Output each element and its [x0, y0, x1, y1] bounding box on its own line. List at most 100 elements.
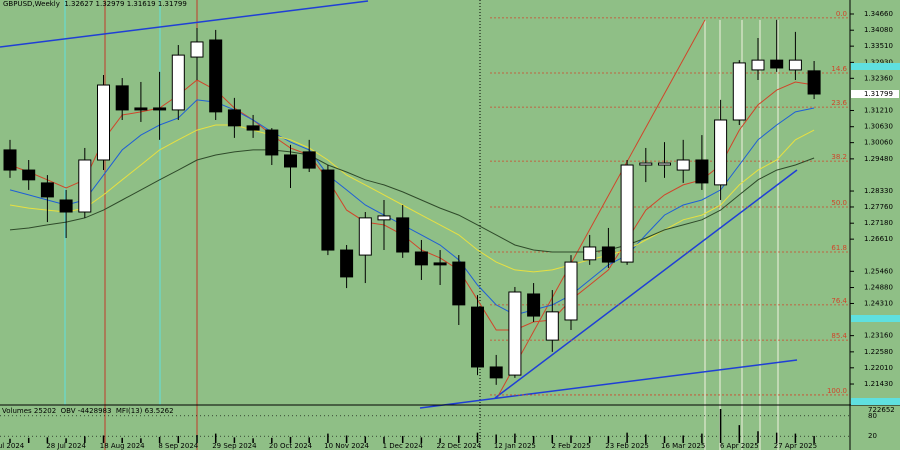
x-tick-label: 29 Sep 2024 — [212, 442, 257, 450]
price-highlight — [851, 315, 900, 322]
mfi-tick-label: 80 — [868, 412, 877, 420]
candle-body — [3, 149, 17, 171]
candle-body — [807, 70, 821, 95]
candle-body — [115, 85, 129, 111]
candle-body — [545, 311, 559, 341]
y-tick-label: 1.28330 — [864, 187, 893, 195]
candle-body — [788, 59, 802, 71]
x-tick-label: 12 Jan 2025 — [494, 442, 536, 450]
candle-body — [59, 199, 73, 213]
candle-body — [97, 84, 110, 161]
x-tick-label: 22 Dec 2024 — [436, 442, 481, 450]
x-tick-label: 27 Apr 2025 — [774, 442, 817, 450]
candle-body — [209, 39, 223, 113]
x-tick-label: 8 Sep 2024 — [158, 442, 198, 450]
plot-area: 1.34660 1.34080 1.33510 1.32930 1.32360 1.312… — [0, 10, 899, 450]
price-highlight — [851, 398, 900, 405]
x-tick-label: 18 Aug 2024 — [100, 442, 145, 450]
y-tick-label: 1.24310 — [864, 299, 893, 307]
candle-body — [227, 109, 241, 127]
trend-line — [0, 0, 369, 48]
x-tick-label: 6 Apr 2025 — [720, 442, 759, 450]
y-tick-label: 1.22010 — [864, 364, 893, 372]
x-tick-label: 20 Oct 2024 — [269, 442, 313, 450]
moving-average — [9, 124, 815, 273]
candle-body — [377, 215, 391, 221]
moving-average — [9, 99, 815, 316]
fib-label: 38.2 — [831, 153, 847, 161]
candle-body — [190, 41, 204, 58]
trend-line — [419, 359, 798, 409]
candle-body — [583, 246, 597, 261]
candle-body — [620, 164, 634, 263]
candle-body — [321, 169, 335, 251]
y-tick-label: 1.26610 — [864, 235, 893, 243]
candle-body — [508, 291, 522, 376]
candle-body — [471, 306, 484, 368]
candle-body — [22, 169, 36, 181]
volume-max-label: 722652 — [868, 406, 895, 414]
fib-label: 23.6 — [831, 99, 847, 107]
y-tick-label: 1.22580 — [864, 348, 893, 356]
fib-label: 85.4 — [831, 332, 847, 340]
candle-body — [751, 59, 765, 71]
candle-body — [358, 217, 372, 256]
x-tick-label: 23 Feb 2025 — [605, 442, 649, 450]
candle-body — [134, 107, 148, 111]
candle-body — [676, 159, 690, 171]
candle-body — [452, 261, 466, 306]
candle-body — [732, 62, 746, 121]
candle-body — [153, 107, 167, 111]
candle-body — [284, 154, 297, 168]
candle-body — [340, 249, 354, 278]
candle-body — [246, 125, 260, 131]
y-tick-label: 1.31210 — [864, 106, 893, 114]
y-tick-label: 1.24880 — [864, 284, 893, 292]
candle-body — [171, 54, 185, 111]
last-price-box — [851, 90, 899, 99]
moving-average — [9, 149, 815, 253]
fib-label: 0.0 — [836, 10, 847, 18]
x-tick-label: 28 Jul 2024 — [46, 442, 86, 450]
fib-label: 50.0 — [831, 199, 847, 207]
candle-body — [564, 261, 578, 321]
price-highlight — [851, 63, 900, 70]
y-tick-label: 1.33510 — [864, 42, 893, 50]
y-tick-label: 1.23160 — [864, 332, 893, 340]
y-tick-label: 1.29480 — [864, 155, 893, 163]
y-tick-label: 1.32360 — [864, 74, 893, 82]
x-tick-label: 1 Dec 2024 — [383, 442, 424, 450]
fib-label: 14.6 — [831, 65, 847, 73]
x-tick-label: 16 Mar 2025 — [661, 442, 705, 450]
moving-average — [9, 79, 815, 331]
chart-title: GBPUSD,Weekly 1.32627 1.32979 1.31619 1.… — [3, 0, 187, 8]
y-tick-label: 1.34660 — [864, 10, 893, 18]
last-price-label: 1.31799 — [864, 90, 893, 98]
mfi-tick-label: 20 — [868, 432, 877, 440]
candle-body — [714, 119, 728, 186]
candle-body — [302, 151, 316, 169]
candle-body — [658, 162, 671, 166]
candle-body — [396, 217, 410, 253]
candle-body — [639, 162, 653, 166]
trend-line — [494, 169, 798, 399]
y-tick-label: 1.25460 — [864, 267, 893, 275]
fib-diagonal — [496, 19, 706, 399]
candle-body — [527, 293, 541, 317]
candle-body — [770, 59, 784, 69]
indicator-label: Volumes 25202 OBV -4428983 MFI(13) 63.52… — [2, 407, 174, 415]
fib-label: 61.8 — [831, 244, 847, 252]
candle-body — [601, 246, 615, 263]
y-tick-label: 1.27180 — [864, 219, 893, 227]
y-tick-label: 1.32930 — [864, 58, 893, 66]
x-tick-label: 2 Feb 2025 — [551, 442, 590, 450]
candle-body — [78, 159, 92, 213]
candle-body — [433, 262, 447, 266]
fib-label: 100.0 — [827, 387, 847, 395]
candle-body — [414, 251, 428, 266]
y-tick-label: 1.21430 — [864, 380, 893, 388]
x-tick-label: Jul 2024 — [0, 442, 25, 450]
